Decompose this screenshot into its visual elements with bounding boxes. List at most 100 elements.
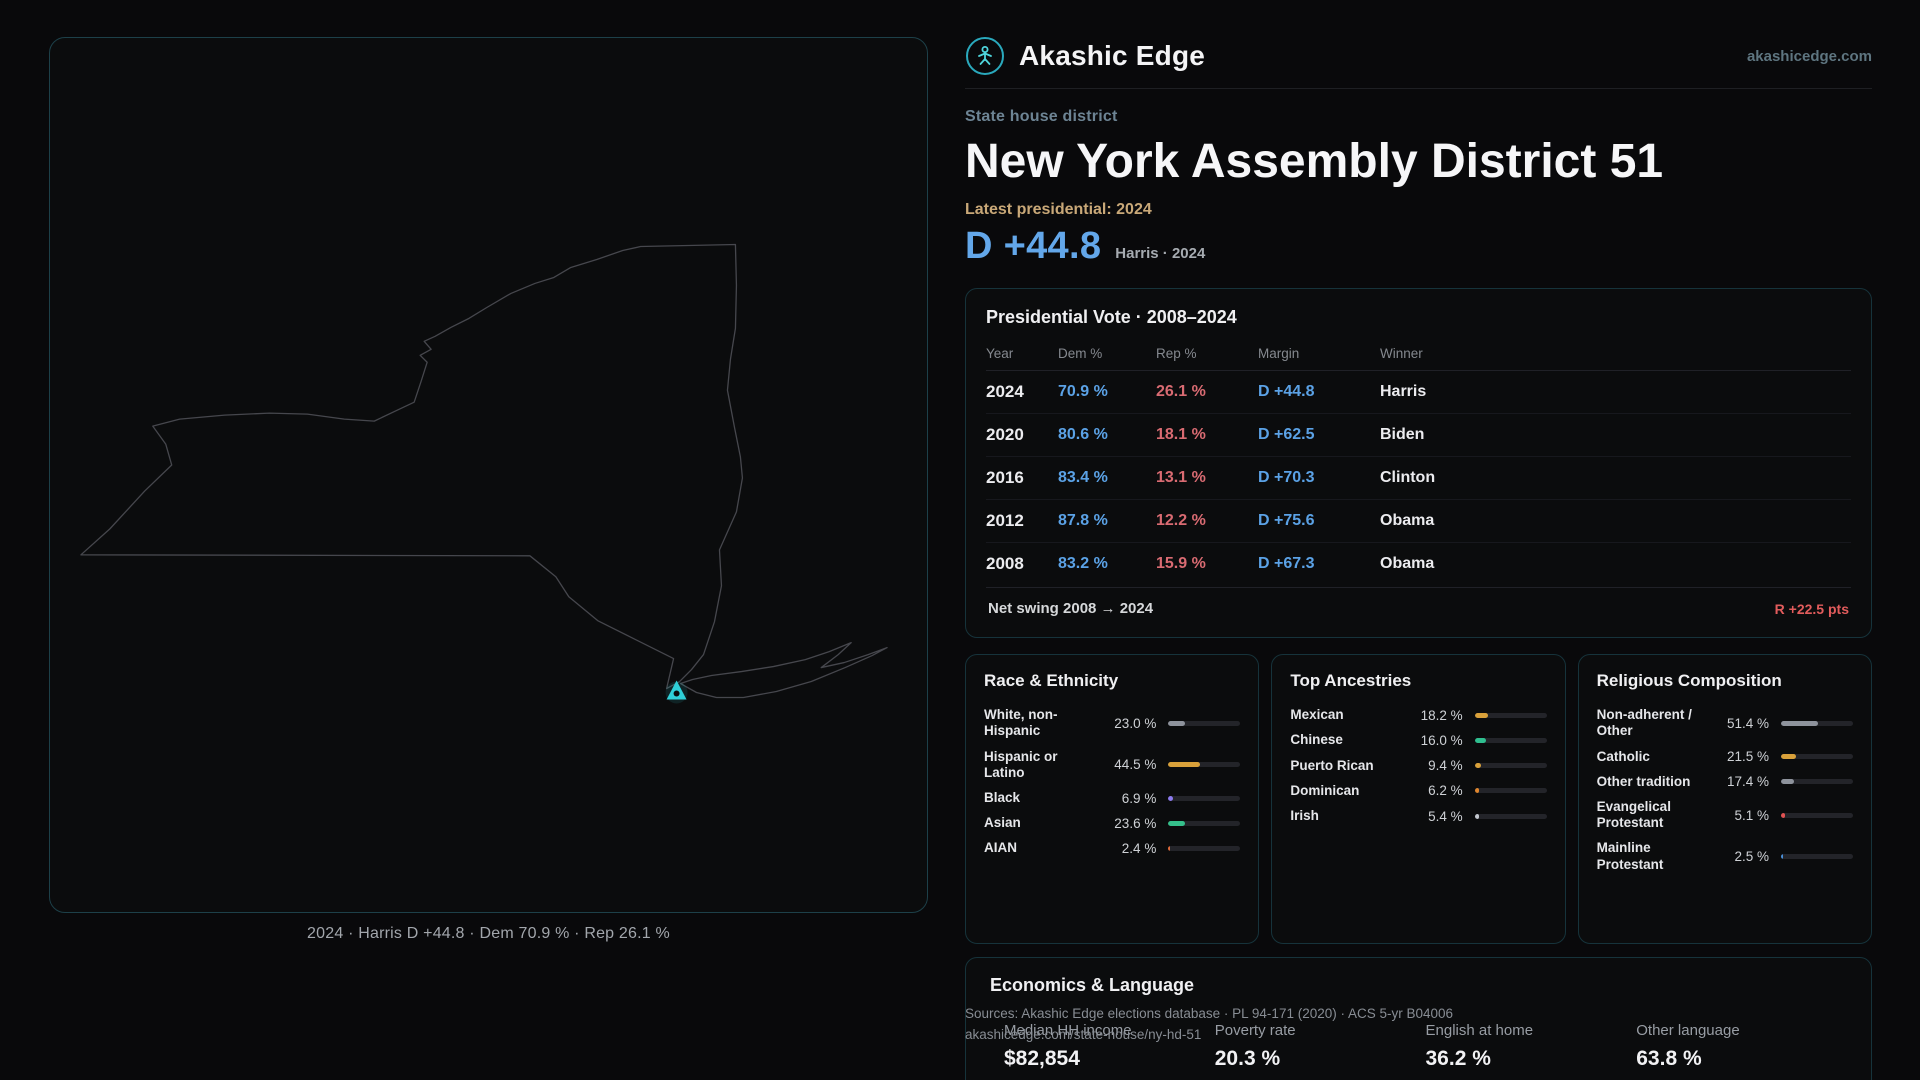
race-card-title: Race & Ethnicity (984, 671, 1119, 691)
demo-row-item: AIAN 2.4 % (984, 840, 1241, 856)
ny-state-outline (80, 243, 744, 690)
demo-bar-fill (1168, 795, 1174, 801)
demo-bar-fill (1780, 720, 1818, 726)
demo-bar-fill (1780, 779, 1794, 785)
demo-bar-track (1780, 854, 1853, 859)
latest-presidential-label: Latest presidential: 2024 (965, 201, 1152, 219)
demo-bar-fill (1474, 813, 1479, 819)
cell-dem-pct: 83.2 % (1058, 555, 1108, 573)
demo-label: Mainline Protestant (1596, 840, 1664, 872)
economics-card-title: Economics & Language (990, 975, 1195, 996)
stat-label: Other language (1636, 1022, 1740, 1040)
cell-year: 2008 (986, 554, 1024, 574)
demo-row-item: Black 6.9 % (984, 789, 1241, 806)
cell-margin: D +75.6 (1258, 512, 1315, 530)
cell-dem-pct: 87.8 % (1058, 512, 1108, 530)
brand-logo-icon (965, 36, 1005, 76)
demo-value: 6.2 % (1428, 783, 1463, 799)
demo-row-item: Dominican 6.2 % (1290, 782, 1547, 799)
demo-label: AIAN (984, 840, 1017, 856)
permalink-url[interactable]: akashicedge.com/state-house/ny-hd-51 (965, 1026, 1202, 1042)
cell-rep-pct: 26.1 % (1156, 383, 1206, 401)
net-swing-label: Net swing 2008 → 2024 (988, 600, 1154, 618)
demo-value: 23.6 % (1114, 815, 1157, 831)
demo-label: Irish (1290, 807, 1319, 823)
presidential-vote-card: Presidential Vote · 2008–2024 Year Dem %… (965, 288, 1872, 639)
stat-english-at-home: English at home 36.2 % (1426, 1022, 1637, 1071)
demo-label: Puerto Rican (1290, 757, 1374, 773)
demo-label: Dominican (1290, 782, 1360, 798)
demo-bar-fill (1780, 812, 1785, 818)
cell-winner: Clinton (1380, 469, 1436, 487)
col-header-dem: Dem % (1058, 345, 1103, 361)
stat-value: 36.2 % (1425, 1047, 1491, 1071)
table-row: 2008 83.2 % 15.9 % D +67.3 Obama (986, 543, 1851, 585)
cell-winner: Obama (1380, 512, 1435, 530)
demo-row-item: Puerto Rican 9.4 % (1290, 757, 1547, 774)
stat-value: 20.3 % (1214, 1047, 1281, 1071)
demo-bar-track (1168, 845, 1241, 851)
table-row: 2024 70.9 % 26.1 % D +44.8 Harris (986, 371, 1851, 415)
new-york-state-map (80, 243, 888, 704)
demo-value: 51.4 % (1726, 715, 1769, 731)
demo-bar-fill (1168, 720, 1185, 726)
demo-row-item: Irish 5.4 % (1290, 807, 1547, 824)
demo-bar-track (1474, 712, 1547, 718)
headline-margin-value: D +44.8 (965, 225, 1102, 268)
demo-bar-fill (1168, 845, 1171, 851)
long-island-outline (679, 641, 888, 699)
brand-name: Akashic Edge (1019, 40, 1206, 71)
economics-language-card: Economics & Language Median HH income $8… (965, 957, 1872, 1080)
cell-rep-pct: 12.2 % (1156, 512, 1206, 530)
col-header-winner: Winner (1380, 345, 1423, 361)
demo-bar-fill (1168, 820, 1186, 826)
demo-row-item: Chinese 16.0 % (1290, 732, 1547, 748)
demo-label: Black (984, 789, 1021, 805)
religious-composition-card: Religious Composition Non-adherent / Oth… (1577, 654, 1872, 945)
demo-row-item: Asian 23.6 % (984, 815, 1241, 831)
economics-stats: Median HH income $82,854 Poverty rate 20… (990, 1022, 1847, 1071)
cell-dem-pct: 83.4 % (1058, 469, 1108, 487)
demo-row-item: Non-adherent / Other 51.4 % (1597, 707, 1853, 739)
demo-row-item: Mainline Protestant 2.5 % (1597, 840, 1853, 872)
cell-margin: D +62.5 (1258, 426, 1315, 444)
stat-poverty-rate: Poverty rate 20.3 % (1215, 1022, 1426, 1071)
demo-label: Evangelical Protestant (1596, 798, 1671, 831)
brand-domain-link[interactable]: akashicedge.com (1746, 47, 1872, 65)
demo-value: 23.0 % (1114, 715, 1157, 731)
demo-bar-fill (1474, 763, 1482, 769)
demo-bar-track (1474, 813, 1547, 819)
map-panel (49, 37, 928, 913)
demo-value: 2.4 % (1121, 840, 1157, 856)
presidential-card-title: Presidential Vote · 2008–2024 (986, 307, 1237, 328)
demo-bar-track (1168, 762, 1241, 768)
religion-card-title: Religious Composition (1596, 671, 1782, 691)
demo-bar-track (1474, 788, 1547, 794)
stat-median-income: Median HH income $82,854 (1004, 1022, 1215, 1071)
demo-value: 5.1 % (1734, 807, 1769, 823)
demo-value: 17.4 % (1726, 774, 1769, 790)
demo-value: 16.0 % (1420, 732, 1463, 748)
demo-value: 9.4 % (1428, 758, 1463, 774)
cell-dem-pct: 70.9 % (1058, 383, 1108, 401)
demo-label: Hispanic or Latino (984, 748, 1058, 780)
cell-rep-pct: 13.1 % (1156, 469, 1206, 487)
demo-bar-track (1474, 763, 1547, 769)
demo-value: 2.5 % (1734, 849, 1769, 864)
col-header-year: Year (986, 345, 1014, 361)
district-location-marker (665, 680, 688, 704)
demo-value: 21.5 % (1726, 749, 1769, 765)
demo-label: White, non-Hispanic (984, 707, 1058, 739)
demo-label: Non-adherent / Other (1596, 707, 1692, 739)
demo-bar-track (1780, 754, 1853, 760)
stat-label: Median HH income (1004, 1022, 1132, 1040)
demo-label: Chinese (1290, 732, 1343, 748)
demo-bar-fill (1168, 762, 1201, 768)
cell-margin: D +70.3 (1258, 469, 1315, 487)
cell-dem-pct: 80.6 % (1058, 426, 1108, 444)
demo-row-item: Other tradition 17.4 % (1597, 774, 1853, 790)
page-title: New York Assembly District 51 (965, 135, 1664, 188)
demo-bar-track (1474, 737, 1547, 743)
cell-margin: D +44.8 (1258, 383, 1315, 401)
